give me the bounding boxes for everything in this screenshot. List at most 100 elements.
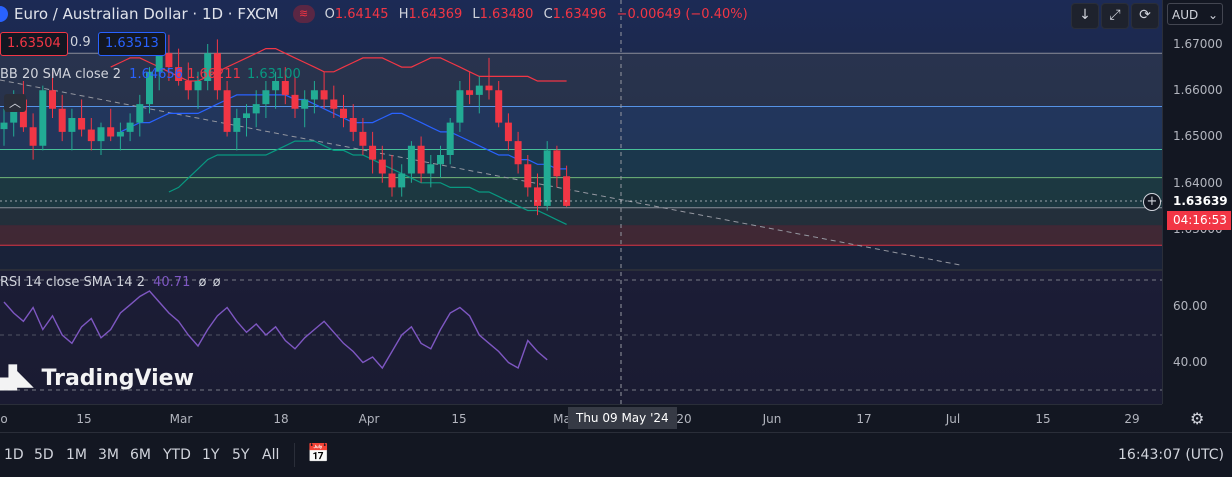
candle-body xyxy=(437,155,444,165)
candle-body xyxy=(504,122,512,142)
low-label: L xyxy=(472,6,480,22)
candle-body xyxy=(378,159,386,174)
high-value: 1.64369 xyxy=(408,6,463,22)
timeframe-1m[interactable]: 1M xyxy=(66,447,87,463)
price-zone xyxy=(0,149,1162,178)
candle-body xyxy=(281,81,289,95)
time-tick: 18 xyxy=(273,412,289,426)
time-axis[interactable]: o 15 Mar 18 Apr 15 Ma 20 Jun 17 Jul 15 2… xyxy=(0,404,1204,433)
candle-body xyxy=(116,131,124,137)
time-tick: Jul xyxy=(945,412,961,426)
timeframe-1d[interactable]: 1D xyxy=(4,447,24,463)
candle-body xyxy=(340,108,347,118)
fullscreen-button[interactable]: ⤢ xyxy=(1101,3,1129,29)
goto-date-calendar-icon[interactable]: 📅 xyxy=(307,443,330,464)
candle-body xyxy=(534,187,541,206)
candle-body xyxy=(407,145,415,174)
price-tick: 1.65000 xyxy=(1173,129,1223,143)
timeframe-6m[interactable]: 6M xyxy=(130,447,151,463)
candle-body xyxy=(524,164,532,188)
collapse-legend-chevron-icon[interactable]: ︿ xyxy=(4,94,26,112)
arrow-down-icon: ↓ xyxy=(1079,7,1091,23)
symbol-legend[interactable]: Euro / Australian Dollar · 1D · FXCM ≋ O… xyxy=(0,4,754,24)
download-button[interactable]: ↓ xyxy=(1071,3,1099,29)
price-chart[interactable] xyxy=(0,0,1162,404)
add-price-alert-button[interactable]: + xyxy=(1143,193,1161,211)
candle-body xyxy=(78,118,86,130)
candle-body xyxy=(39,90,47,146)
candle-body xyxy=(87,129,95,142)
rsi-legend-name[interactable]: RSI 14 close SMA 14 2 xyxy=(0,275,145,290)
symbol-flag-icon xyxy=(0,6,8,22)
low-value: 1.63480 xyxy=(479,6,534,22)
candle-body xyxy=(262,90,270,105)
time-tick: Apr xyxy=(358,412,380,426)
sell-button[interactable]: 1.63504 xyxy=(0,32,68,56)
rsi-legend[interactable]: RSI 14 close SMA 14 2 40.71 ø ø xyxy=(0,275,221,290)
timeframe-1y[interactable]: 1Y xyxy=(202,447,220,463)
timeframe-all[interactable]: All xyxy=(262,447,280,463)
candle-body xyxy=(58,108,66,132)
candle-body xyxy=(543,150,551,206)
candle-body xyxy=(417,145,425,174)
candle-body xyxy=(223,90,231,132)
candle-body xyxy=(165,53,173,68)
current-price-label: 1.63639 xyxy=(1167,192,1231,210)
trendline[interactable] xyxy=(0,79,961,266)
candle-body xyxy=(330,99,338,109)
clock-timezone[interactable]: 16:43:07 (UTC) xyxy=(1118,447,1225,463)
candle-body xyxy=(0,122,8,130)
spread-value: 0.9 xyxy=(70,35,91,50)
candle-body xyxy=(369,145,377,160)
timeframe-5d[interactable]: 5D xyxy=(34,447,54,463)
candle-body xyxy=(466,90,474,95)
currency-selector[interactable]: AUD ⌄ xyxy=(1167,3,1223,25)
bb-legend-name[interactable]: BB 20 SMA close 2 xyxy=(0,67,122,82)
candle-body xyxy=(485,85,493,91)
candle-body xyxy=(29,127,37,146)
bottom-toolbar: 1D 5D 1M 3M 6M YTD 1Y 5Y All 📅 16:43:07 … xyxy=(0,432,1232,477)
candle-body xyxy=(514,141,522,165)
chart-pane[interactable]: Euro / Australian Dollar · 1D · FXCM ≋ O… xyxy=(0,0,1162,404)
candle-body xyxy=(204,53,212,81)
price-zone xyxy=(0,53,1162,107)
time-tick: o xyxy=(0,412,8,426)
crosshair-date-label: Thu 09 May '24 xyxy=(568,407,677,429)
timeframe-3m[interactable]: 3M xyxy=(98,447,119,463)
rsi-na-1: ø xyxy=(198,275,207,290)
candle-body xyxy=(495,90,503,123)
candle-body xyxy=(359,131,367,146)
pink-indicator-icon[interactable]: ≋ xyxy=(292,5,315,23)
change-value: −0.00649 (−0.40%) xyxy=(616,6,748,22)
countdown-label: 04:16:53 xyxy=(1167,211,1231,230)
time-tick: 15 xyxy=(451,412,467,426)
bb-legend[interactable]: BB 20 SMA close 2 1.64656 1.66211 1.6310… xyxy=(0,67,301,82)
time-tick: 29 xyxy=(1124,412,1140,426)
candle-body xyxy=(136,104,144,123)
time-tick: Mar xyxy=(169,412,193,426)
chevron-down-icon: ⌄ xyxy=(1207,8,1218,22)
high-label: H xyxy=(398,6,409,22)
candle-body xyxy=(126,122,134,132)
price-axis[interactable]: AUD ⌄ 1.67000 1.66000 1.65000 1.64000 1.… xyxy=(1162,0,1232,404)
candle-body xyxy=(456,90,464,123)
open-label: O xyxy=(324,6,335,22)
buy-button[interactable]: 1.63513 xyxy=(98,32,166,56)
close-value: 1.63496 xyxy=(552,6,607,22)
snapshot-button[interactable]: ⟳ xyxy=(1131,3,1159,29)
candle-body xyxy=(320,90,328,100)
rsi-pane-background xyxy=(0,270,1162,404)
settings-gear-icon[interactable]: ⚙ xyxy=(1190,409,1205,428)
candle-body xyxy=(427,164,435,174)
symbol-title[interactable]: Euro / Australian Dollar · 1D · FXCM xyxy=(14,5,279,23)
candle-body xyxy=(243,113,250,118)
candle-body xyxy=(175,67,183,81)
candle-body xyxy=(563,176,571,206)
candle-body xyxy=(97,127,105,142)
candle-body xyxy=(310,90,318,100)
timeframe-ytd[interactable]: YTD xyxy=(163,447,191,463)
rsi-value: 40.71 xyxy=(153,275,191,290)
timeframe-5y[interactable]: 5Y xyxy=(232,447,250,463)
time-tick: 15 xyxy=(1035,412,1051,426)
candle-body xyxy=(272,81,280,91)
